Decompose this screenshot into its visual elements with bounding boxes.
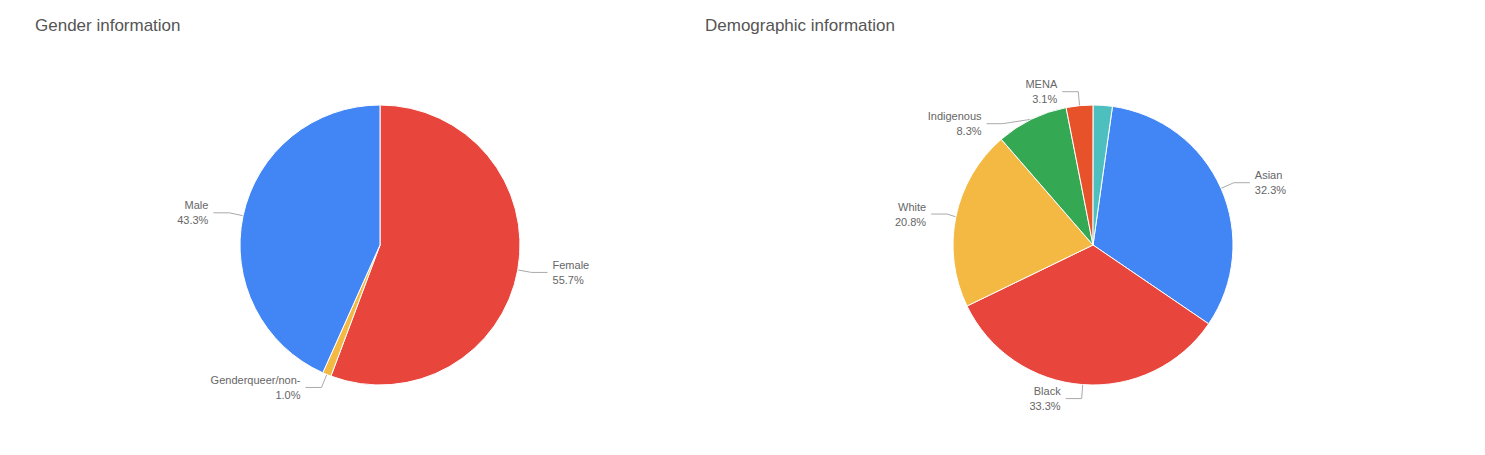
svg-text:MENA: MENA (1025, 78, 1057, 90)
svg-text:43.3%: 43.3% (177, 214, 208, 226)
svg-text:Female: Female (553, 259, 590, 271)
svg-text:33.3%: 33.3% (1029, 400, 1060, 412)
svg-text:Indigenous: Indigenous (928, 110, 982, 122)
svg-text:Black: Black (1034, 385, 1061, 397)
svg-text:Gender information: Gender information (35, 16, 181, 35)
svg-text:3.1%: 3.1% (1032, 93, 1057, 105)
svg-text:8.3%: 8.3% (956, 125, 981, 137)
svg-text:Genderqueer/non-: Genderqueer/non- (211, 374, 301, 386)
svg-text:Male: Male (185, 199, 209, 211)
svg-text:32.3%: 32.3% (1255, 184, 1286, 196)
svg-text:Asian: Asian (1255, 169, 1283, 181)
svg-text:Demographic information: Demographic information (705, 16, 895, 35)
svg-text:White: White (898, 201, 926, 213)
svg-text:20.8%: 20.8% (895, 216, 926, 228)
svg-text:1.0%: 1.0% (275, 389, 300, 401)
svg-text:55.7%: 55.7% (553, 274, 584, 286)
